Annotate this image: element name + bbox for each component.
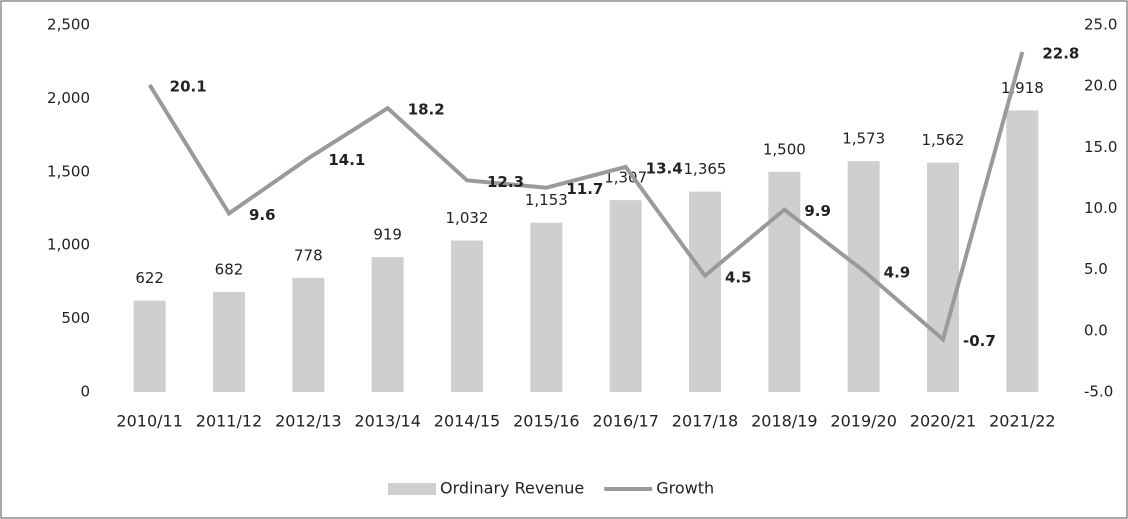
- line-value-label: 4.9: [884, 263, 911, 281]
- y-tick-label: 0: [80, 383, 90, 401]
- x-tick-label: 2017/18: [672, 412, 738, 431]
- line-value-label: -0.7: [963, 332, 996, 350]
- bar: [609, 200, 642, 392]
- x-tick-label: 2011/12: [196, 412, 262, 431]
- bar: [927, 162, 959, 392]
- x-tick-label: 2014/15: [434, 412, 500, 431]
- bar-value-label: 778: [294, 246, 323, 264]
- bar-value-label: 1,918: [1001, 79, 1044, 97]
- x-tick-label: 2015/16: [513, 412, 579, 431]
- x-tick-label: 2019/20: [830, 412, 896, 431]
- bar: [133, 300, 166, 392]
- y2-tick-label: -5.0: [1084, 383, 1113, 401]
- y-tick-label: 1,000: [47, 236, 90, 254]
- y2-tick-label: 25.0: [1084, 16, 1117, 34]
- y-tick-label: 1,500: [47, 162, 90, 180]
- x-tick-label: 2012/13: [275, 412, 341, 431]
- bar-value-label: 919: [373, 226, 402, 244]
- bar: [768, 171, 801, 392]
- bar-value-label: 1,153: [525, 191, 568, 209]
- bar: [451, 240, 483, 392]
- bar: [1006, 110, 1039, 393]
- bar: [213, 291, 245, 392]
- y2-tick-label: 10.0: [1084, 199, 1117, 217]
- x-tick-label: 2016/17: [592, 412, 658, 431]
- bar-value-label: 682: [215, 260, 244, 278]
- legend-swatch: [388, 483, 436, 495]
- line-value-label: 12.3: [487, 173, 524, 191]
- line-value-label: 13.4: [646, 159, 683, 177]
- bar: [292, 277, 325, 392]
- legend-label: Growth: [656, 479, 714, 498]
- y2-tick-label: 15.0: [1084, 138, 1117, 156]
- x-tick-label: 2020/21: [910, 412, 976, 431]
- bar: [847, 161, 880, 392]
- line-value-label: 4.5: [725, 268, 752, 286]
- bar-value-label: 1,573: [842, 130, 885, 148]
- x-tick-label: 2010/11: [116, 412, 182, 431]
- legend-label: Ordinary Revenue: [440, 479, 584, 498]
- y-tick-label: 2,000: [47, 89, 90, 107]
- growth-line: [147, 51, 1025, 343]
- line-value-label: 20.1: [170, 77, 207, 95]
- line-value-label: 9.6: [249, 206, 276, 224]
- line-value-label: 22.8: [1042, 44, 1079, 62]
- line-value-label: 9.9: [804, 202, 831, 220]
- y-tick-label: 2,500: [47, 16, 90, 34]
- bar-value-label: 1,032: [446, 209, 489, 227]
- line-value-label: 14.1: [328, 151, 365, 169]
- bar: [371, 257, 404, 392]
- x-tick-label: 2018/19: [751, 412, 817, 431]
- bar-value-label: 1,365: [684, 160, 727, 178]
- x-tick-label: 2013/14: [354, 412, 420, 431]
- line-value-label: 11.7: [566, 180, 603, 198]
- bar: [689, 191, 721, 392]
- bar: [530, 222, 563, 392]
- x-tick-label: 2021/22: [989, 412, 1055, 431]
- bar-value-label: 1,562: [922, 131, 965, 149]
- y2-tick-label: 20.0: [1084, 77, 1117, 95]
- y2-tick-label: 5.0: [1084, 260, 1108, 278]
- y-tick-label: 500: [61, 309, 90, 327]
- y2-tick-label: 0.0: [1084, 321, 1108, 339]
- bar-value-label: 1,500: [763, 140, 806, 158]
- line-value-label: 18.2: [408, 101, 445, 119]
- bar-value-label: 622: [135, 269, 164, 287]
